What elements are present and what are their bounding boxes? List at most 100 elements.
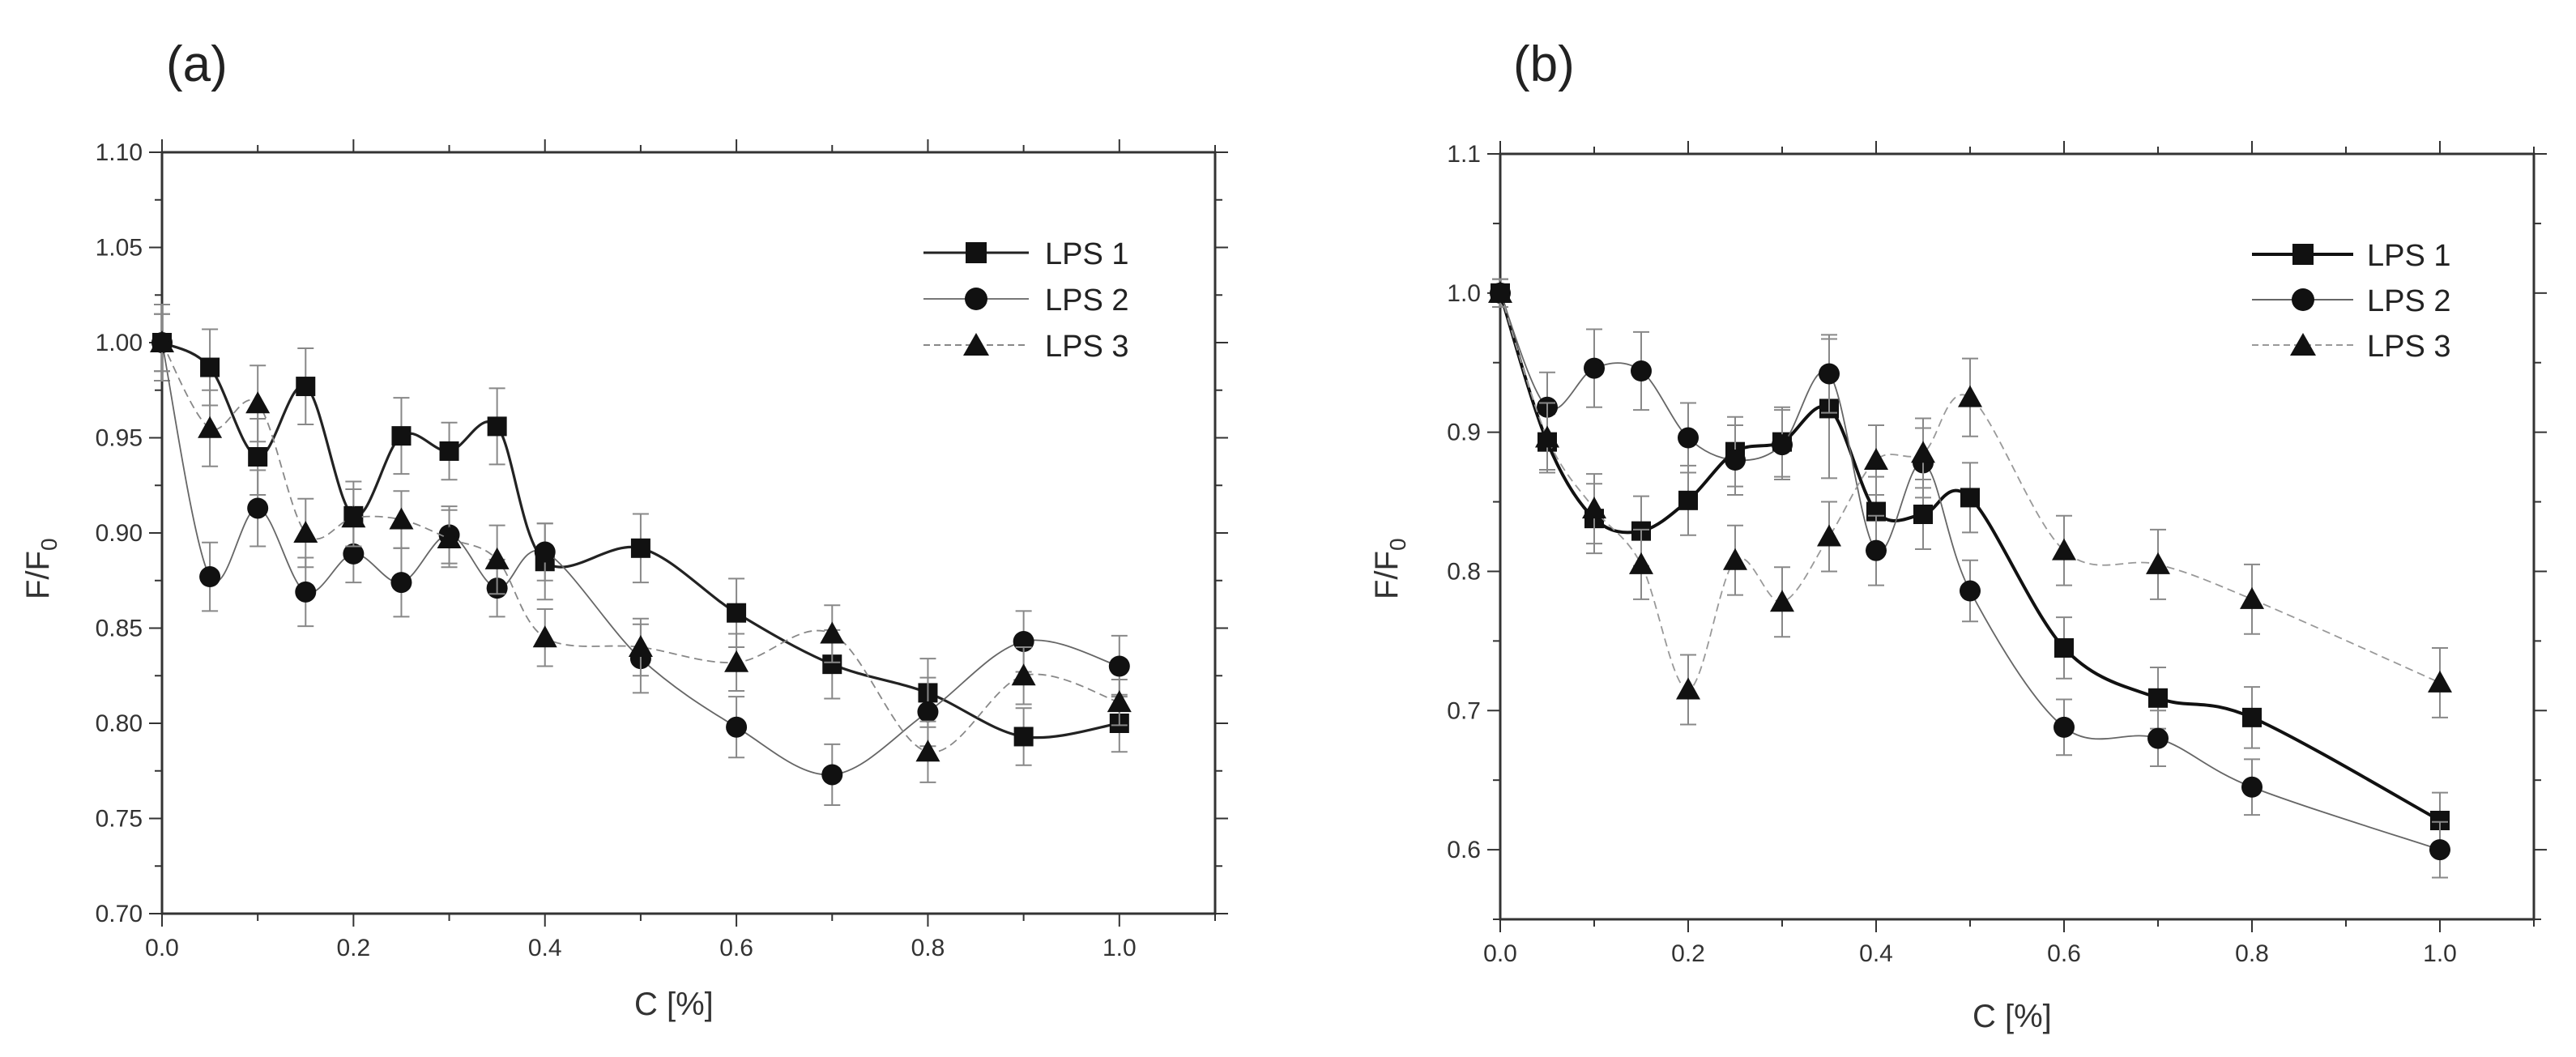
- data-point-lps2: [1960, 580, 1981, 602]
- data-point-lps3: [1582, 497, 1606, 519]
- data-point-lps2: [343, 543, 365, 565]
- data-point-lps3: [150, 330, 174, 352]
- data-point-lps2: [726, 716, 748, 738]
- y-tick-label: 1.1: [1447, 141, 1481, 168]
- data-point-lps1: [487, 416, 507, 437]
- axis-ticks: 0.0 0.2 0.4 0.6 0.8 1.0 0.6 0.7 0.8 0.9 1.0 1.1: [1447, 141, 2547, 967]
- data-point-lps2: [2429, 839, 2450, 861]
- legend: LPS 1 LPS 2 LPS 3: [923, 237, 1129, 364]
- data-point-lps3: [1676, 677, 1700, 700]
- data-point-lps1: [1913, 505, 1933, 525]
- y-tick-label: 0.9: [1447, 420, 1481, 446]
- data-point-lps2: [2147, 727, 2169, 749]
- y-tick-label: 1.10: [96, 139, 143, 166]
- data-point-lps1: [391, 426, 412, 446]
- data-point-lps3: [341, 505, 366, 528]
- data-point-lps1: [296, 377, 316, 397]
- data-point-lps1: [248, 447, 268, 467]
- y-axis-title-subscript: 0: [1385, 538, 1410, 551]
- data-point-lps3: [628, 635, 653, 657]
- series-line-lps3: [1499, 292, 2441, 691]
- legend-marker-lps1: [966, 242, 987, 263]
- y-tick-label: 0.85: [96, 616, 143, 642]
- data-point-lps1: [2148, 688, 2168, 708]
- data-point-lps2: [1772, 434, 1793, 456]
- data-point-lps2: [1584, 357, 1605, 379]
- data-point-lps1: [2242, 707, 2262, 727]
- series-line-lps3: [161, 342, 1120, 753]
- panel-label: (a): [166, 36, 228, 92]
- data-point-lps2: [295, 581, 317, 603]
- data-point-lps3: [389, 507, 414, 530]
- y-axis-title: F/F0: [20, 538, 62, 599]
- legend-label-lps2: LPS 2: [1045, 283, 1129, 318]
- data-point-lps2: [1678, 427, 1699, 449]
- axis-ticks: 0.0 0.2 0.4 0.6 0.8 1.0 0.70 0.75 0.80 0.85 0.90 0.…: [96, 139, 1228, 961]
- y-tick-label: 0.80: [96, 710, 143, 737]
- data-point-lps2: [821, 764, 843, 786]
- x-tick-label: 0.0: [145, 935, 179, 961]
- data-point-lps3: [1011, 663, 1036, 686]
- series-line-lps1: [161, 341, 1120, 739]
- x-tick-label: 0.6: [719, 935, 753, 961]
- data-point-lps3: [915, 739, 940, 762]
- legend-label-lps2: LPS 2: [2367, 284, 2451, 318]
- data-point-lps2: [2241, 776, 2263, 798]
- chart-panel-b: (b) 0.0 0.2 0.4 0.6 0.8 1.0 0.6 0.7 0.8 0.9 1.0 1.1…: [1369, 36, 2547, 1034]
- data-point-lps3: [1535, 425, 1559, 448]
- data-point-lps2: [247, 497, 269, 519]
- x-tick-label: 0.2: [337, 935, 371, 961]
- data-point-lps3: [245, 391, 271, 414]
- legend: LPS 1 LPS 2 LPS 3: [2252, 239, 2451, 364]
- data-point-lps2: [390, 572, 412, 594]
- data-point-lps1: [2430, 811, 2450, 831]
- legend-label-lps3: LPS 3: [1045, 330, 1129, 364]
- data-point-lps3: [1817, 524, 1841, 547]
- x-tick-label: 0.0: [1483, 940, 1517, 967]
- legend-marker-lps2: [2292, 288, 2314, 311]
- chart-panel-a: (a) 0.0 0.2 0.4 0.6 0.8 1.00.700.750.800.850.…: [20, 36, 1228, 1022]
- data-point-lps3: [1911, 441, 1935, 463]
- data-point-lps3: [724, 650, 749, 672]
- data-point-lps2: [917, 701, 939, 722]
- legend-marker-lps2: [965, 288, 987, 310]
- series-layer: [150, 304, 1132, 807]
- data-point-lps3: [532, 625, 557, 648]
- data-point-lps3: [484, 547, 510, 569]
- x-tick-label: 0.8: [2235, 940, 2269, 967]
- y-axis-title: F/F0: [1369, 538, 1410, 599]
- data-point-lps1: [1013, 727, 1034, 747]
- y-tick-label: 0.90: [96, 520, 143, 547]
- data-point-lps3: [198, 416, 223, 438]
- data-point-lps1: [727, 603, 747, 623]
- x-tick-label: 0.6: [2047, 940, 2081, 967]
- data-point-lps2: [1819, 363, 1840, 385]
- x-tick-label: 0.4: [1859, 940, 1893, 967]
- data-point-lps1: [1960, 488, 1980, 508]
- y-axis-title-subscript: 0: [36, 538, 62, 551]
- data-point-lps3: [2052, 538, 2076, 560]
- data-point-lps2: [1108, 655, 1130, 677]
- data-point-lps2: [1631, 360, 1652, 382]
- series-layer: [1488, 278, 2452, 879]
- data-point-lps3: [1488, 280, 1512, 303]
- y-tick-label: 0.7: [1447, 697, 1481, 724]
- data-point-lps3: [1723, 548, 1747, 570]
- data-point-lps3: [820, 621, 845, 644]
- legend-label-lps3: LPS 3: [2367, 330, 2451, 364]
- y-tick-label: 0.95: [96, 425, 143, 452]
- legend-marker-lps1: [2292, 244, 2314, 265]
- data-point-lps2: [1725, 450, 1746, 471]
- data-point-lps2: [534, 541, 556, 563]
- y-tick-label: 1.00: [96, 330, 143, 356]
- data-point-lps3: [1107, 690, 1132, 713]
- x-tick-label: 0.2: [1671, 940, 1705, 967]
- data-point-lps3: [293, 521, 318, 543]
- x-tick-label: 1.0: [1102, 935, 1137, 961]
- data-point-lps3: [437, 526, 462, 549]
- y-tick-label: 0.75: [96, 806, 143, 833]
- data-point-lps3: [1770, 590, 1794, 612]
- x-axis-title: C [%]: [634, 987, 714, 1022]
- x-tick-label: 0.8: [911, 935, 945, 961]
